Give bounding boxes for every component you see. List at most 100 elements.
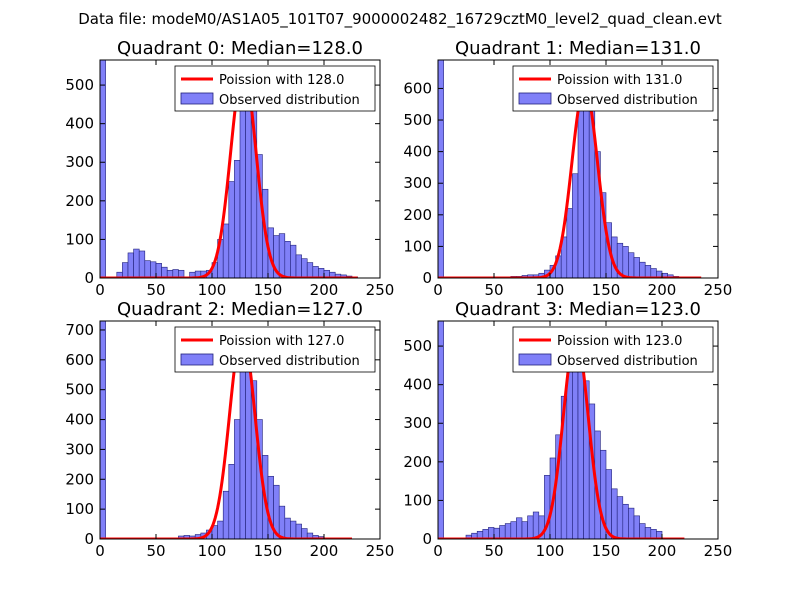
legend-observed-swatch xyxy=(518,92,552,105)
y-tick-label: 600 xyxy=(65,351,94,369)
histogram-bar xyxy=(155,263,162,278)
legend-observed-label: Observed distribution xyxy=(557,93,698,108)
histogram-bar xyxy=(278,233,286,278)
y-tick-label: 0 xyxy=(422,530,432,548)
histogram-bar xyxy=(532,511,540,539)
histogram-bar xyxy=(488,527,495,539)
y-tick-label: 100 xyxy=(403,491,432,509)
histogram-bar xyxy=(301,528,308,539)
poisson-model-line xyxy=(100,68,358,278)
histogram-bar xyxy=(239,92,246,278)
histogram-bar xyxy=(222,223,230,278)
histogram-bar xyxy=(628,252,635,278)
histogram-bar xyxy=(284,517,291,539)
x-tick-label: 200 xyxy=(310,281,339,299)
y-tick-label: 0 xyxy=(422,269,432,287)
subplot-title: Quadrant 1: Median=131.0 xyxy=(455,38,701,59)
histogram-bar xyxy=(228,181,235,278)
histogram-bar xyxy=(493,527,500,539)
y-tick-label: 300 xyxy=(65,440,94,458)
plot-area xyxy=(100,321,353,539)
histogram-bar xyxy=(438,321,444,539)
subplot-title: Quadrant 0: Median=128.0 xyxy=(117,38,363,59)
x-tick-label: 0 xyxy=(95,542,105,560)
histogram-bar xyxy=(150,261,157,278)
histogram-bar xyxy=(100,321,106,539)
histogram-bar xyxy=(504,523,512,539)
histogram-bar xyxy=(639,523,646,539)
y-tick-label: 700 xyxy=(65,321,94,339)
histogram-bar xyxy=(572,349,579,539)
y-tick-label: 100 xyxy=(403,237,432,255)
histogram-bar xyxy=(278,505,286,539)
x-tick-label: 200 xyxy=(648,542,677,560)
y-tick-label: 400 xyxy=(403,376,432,394)
y-tick-label: 200 xyxy=(65,192,94,210)
histogram-bar xyxy=(611,488,618,539)
y-tick-label: 300 xyxy=(403,174,432,192)
histogram-bar xyxy=(644,527,652,539)
axes-frame xyxy=(99,320,381,540)
histogram-bar xyxy=(234,160,241,278)
histogram-bar xyxy=(572,173,579,278)
histogram-bar xyxy=(295,254,302,278)
plot-area xyxy=(438,321,685,539)
histogram-bar xyxy=(161,266,168,278)
histogram-bar xyxy=(100,60,106,278)
subplot-quadrant-2: Quadrant 2: Median=127.0 0 50 100 150 200 250… xyxy=(65,299,394,560)
plot-area xyxy=(438,60,702,278)
histogram-bar xyxy=(616,496,624,539)
legend-model-label: Poission with 128.0 xyxy=(219,73,344,88)
y-tick-label: 100 xyxy=(65,230,94,248)
histogram-bar xyxy=(622,246,629,278)
x-tick-label: 250 xyxy=(704,542,733,560)
histogram-bar xyxy=(290,244,297,278)
subplot-quadrant-1: Quadrant 1: Median=131.0 0 50 100 150 200 250… xyxy=(403,38,732,299)
x-tick-label: 100 xyxy=(198,281,227,299)
x-tick-label: 200 xyxy=(648,281,677,299)
subplot-quadrant-3: Quadrant 3: Median=123.0 0 50 100 150 200 250… xyxy=(403,299,732,560)
subplot-quadrant-0: Quadrant 0: Median=128.0 0 50 100 150 200 250… xyxy=(65,38,394,299)
x-tick-label: 50 xyxy=(484,281,503,299)
legend-observed-swatch xyxy=(180,92,214,105)
y-tick-label: 500 xyxy=(65,76,94,94)
y-tick-label: 400 xyxy=(65,411,94,429)
histogram-bar xyxy=(499,525,506,539)
histogram-bar xyxy=(133,248,140,278)
x-tick-label: 100 xyxy=(536,281,565,299)
histogram-bar xyxy=(312,266,319,278)
histogram-bar xyxy=(566,208,573,278)
histogram-bar xyxy=(510,521,517,539)
x-tick-label: 0 xyxy=(433,542,443,560)
y-tick-label: 400 xyxy=(403,143,432,161)
histogram-bar xyxy=(295,523,302,539)
legend-observed-label: Observed distribution xyxy=(557,354,698,369)
histogram-bar xyxy=(290,520,297,539)
x-tick-label: 150 xyxy=(592,281,621,299)
x-tick-label: 150 xyxy=(254,281,283,299)
figure-suptitle: Data file: modeM0/AS1A05_101T07_90000024… xyxy=(78,10,722,29)
x-tick-label: 0 xyxy=(433,281,443,299)
histogram-bar xyxy=(138,250,146,278)
legend-model-label: Poission with 127.0 xyxy=(219,334,344,349)
histogram-bar xyxy=(438,60,444,278)
x-tick-label: 0 xyxy=(95,281,105,299)
legend-observed-swatch xyxy=(518,353,552,366)
histogram-bar xyxy=(301,258,308,278)
y-tick-label: 400 xyxy=(65,115,94,133)
y-tick-label: 200 xyxy=(65,470,94,488)
histogram-bar xyxy=(622,503,629,539)
histogram-bar xyxy=(577,353,584,539)
histogram-bar xyxy=(516,517,523,539)
y-tick-label: 0 xyxy=(84,269,94,287)
y-tick-label: 200 xyxy=(403,206,432,224)
y-tick-label: 500 xyxy=(403,111,432,129)
y-tick-label: 0 xyxy=(84,530,94,548)
y-tick-label: 600 xyxy=(403,79,432,97)
histogram-bar xyxy=(122,262,129,278)
y-tick-label: 200 xyxy=(403,453,432,471)
x-tick-label: 250 xyxy=(704,281,733,299)
histogram-bar xyxy=(583,84,590,278)
histogram-bar xyxy=(127,252,134,278)
